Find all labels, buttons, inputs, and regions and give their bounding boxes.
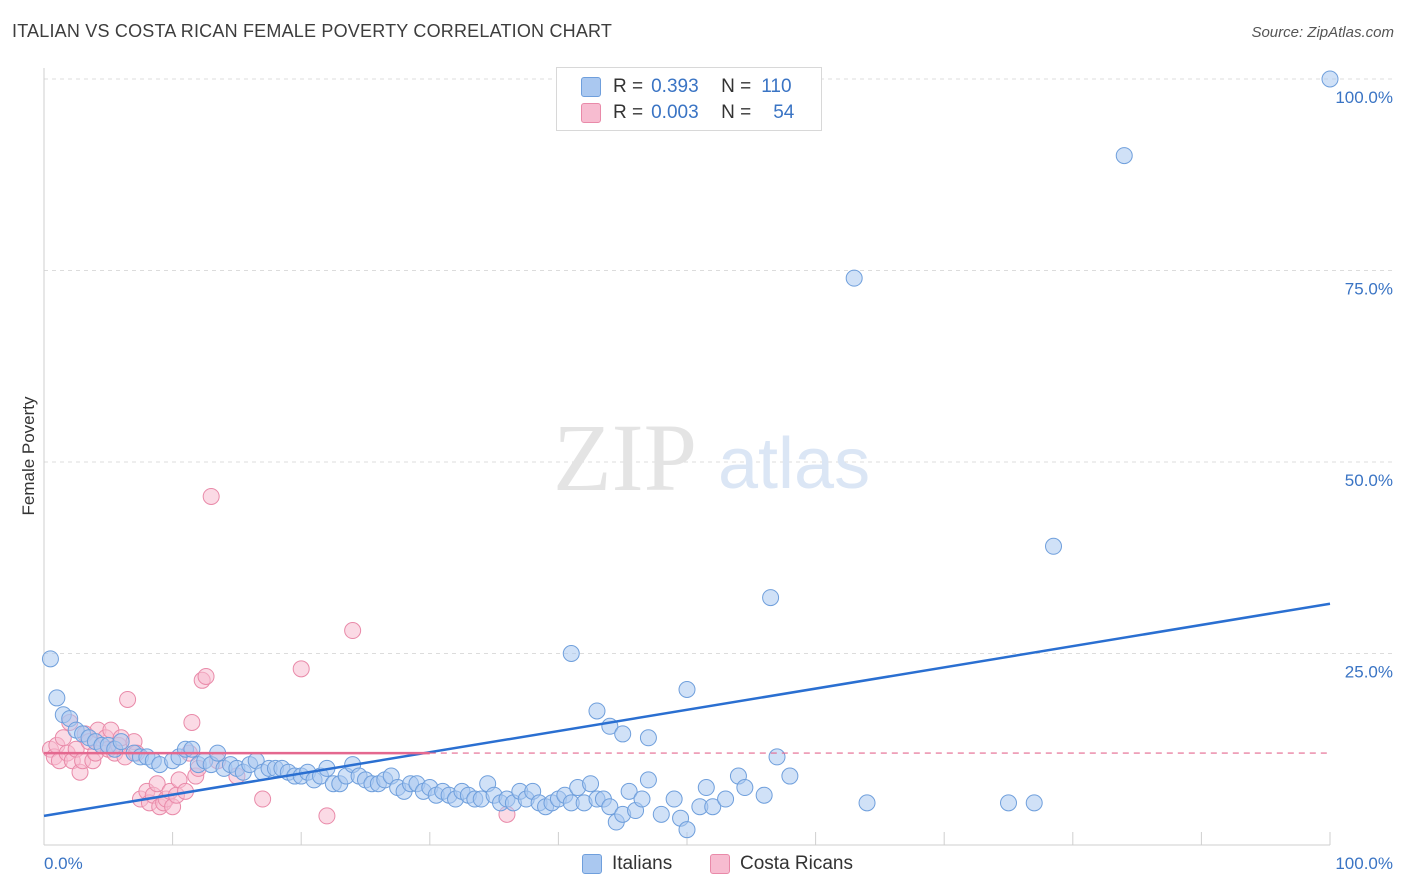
watermark-atlas: atlas [718,424,870,504]
gridlines [44,78,1393,654]
italian-point-95 [678,821,696,839]
watermark-zip: ZIP [553,404,697,511]
italian-point-97 [697,779,715,797]
costa-ricans-n-label: N = [721,102,752,123]
costa-rican-point-45 [197,667,215,685]
costa-rican-point-50 [292,660,310,678]
italian-point-104 [781,767,799,785]
italian-point-103 [768,748,786,766]
italian-point-93 [665,790,683,808]
italian-point-101 [736,779,754,797]
italian-point-117 [1115,147,1133,165]
italian-point-111 [614,725,632,743]
x-tick-label-min: 0.0% [44,854,83,873]
costa-ricans-r-value: 0.003 [651,102,699,123]
italians-r-value: 0.393 [651,76,699,97]
costa-rican-point-41 [183,713,201,731]
italian-point-88 [620,782,638,800]
bottom-costa-ricans-label: Costa Ricans [740,853,853,874]
bottom-italians-label: Italians [612,853,673,874]
italian-point-116 [1045,537,1063,555]
italian-point-114 [762,589,780,607]
italian-point-90 [633,790,651,808]
y-tick-label-100: 100.0% [1335,88,1393,107]
italian-trend-line [43,602,1331,818]
bottom-costa-ricans-swatch [710,854,730,874]
costa-rican-point-46 [202,487,220,505]
x-axis-ticks [172,832,1331,845]
source-credit: Source: ZipAtlas.com [1251,24,1394,41]
italian-point-85 [601,798,619,816]
italian-point-112 [639,729,657,747]
legend-row-costa-ricans: R = 0.003 N = 54 [581,100,794,126]
y-tick-label-50: 50.0% [1345,471,1393,490]
italian-point-20 [183,740,201,758]
costa-rican-point-31 [148,775,166,793]
italian-point-108 [562,645,580,662]
legend-row-italians: R = 0.393 N = 110 [581,74,792,100]
trend-lines [43,602,1331,818]
italian-point-118 [1321,70,1339,88]
italian-point-115 [845,269,863,287]
bottom-legend-costa-ricans: Costa Ricans [710,853,853,875]
italian-point-106 [1000,794,1017,812]
italian-point-11 [112,733,130,751]
x-tick-label-max: 100.0% [1335,854,1393,873]
italian-point-99 [717,790,735,808]
y-tick-label-75: 75.0% [1345,280,1393,299]
costa-ricans-swatch [581,103,601,123]
italian-points [41,70,1339,839]
italian-point-102 [755,786,773,804]
costa-rican-point-49 [254,790,272,808]
y-axis-label: Female Poverty [19,396,38,516]
italian-point-113 [678,681,696,699]
costa-rican-point-51 [318,807,336,825]
italian-point-82 [582,775,600,793]
costa-rican-point-24 [119,690,137,708]
italian-point-1 [48,689,66,707]
italians-r-label: R = [613,76,644,97]
chart-title: ITALIAN VS COSTA RICAN FEMALE POVERTY CO… [12,21,613,41]
italians-swatch [581,77,601,97]
costa-ricans-r-label: R = [613,102,644,123]
correlation-legend: R = 0.393 N = 110 R = 0.003 N = 54 [556,67,822,131]
italian-point-92 [652,805,670,823]
italian-point-107 [1025,794,1043,812]
italian-point-105 [858,794,876,812]
italians-n-value: 110 [761,76,792,97]
bottom-italians-swatch [582,854,602,874]
y-axis-tick-labels: 25.0% 50.0% 75.0% 100.0% [1335,88,1393,682]
italian-point-98 [704,798,722,816]
italian-point-91 [639,771,657,789]
costa-rican-point-52 [344,622,362,640]
italians-n-label: N = [721,76,752,97]
italian-point-110 [588,702,606,720]
y-tick-label-25: 25.0% [1345,663,1393,682]
bottom-legend-italians: Italians [582,853,672,875]
italian-point-0 [41,650,59,668]
costa-ricans-n-value: 54 [773,102,795,123]
